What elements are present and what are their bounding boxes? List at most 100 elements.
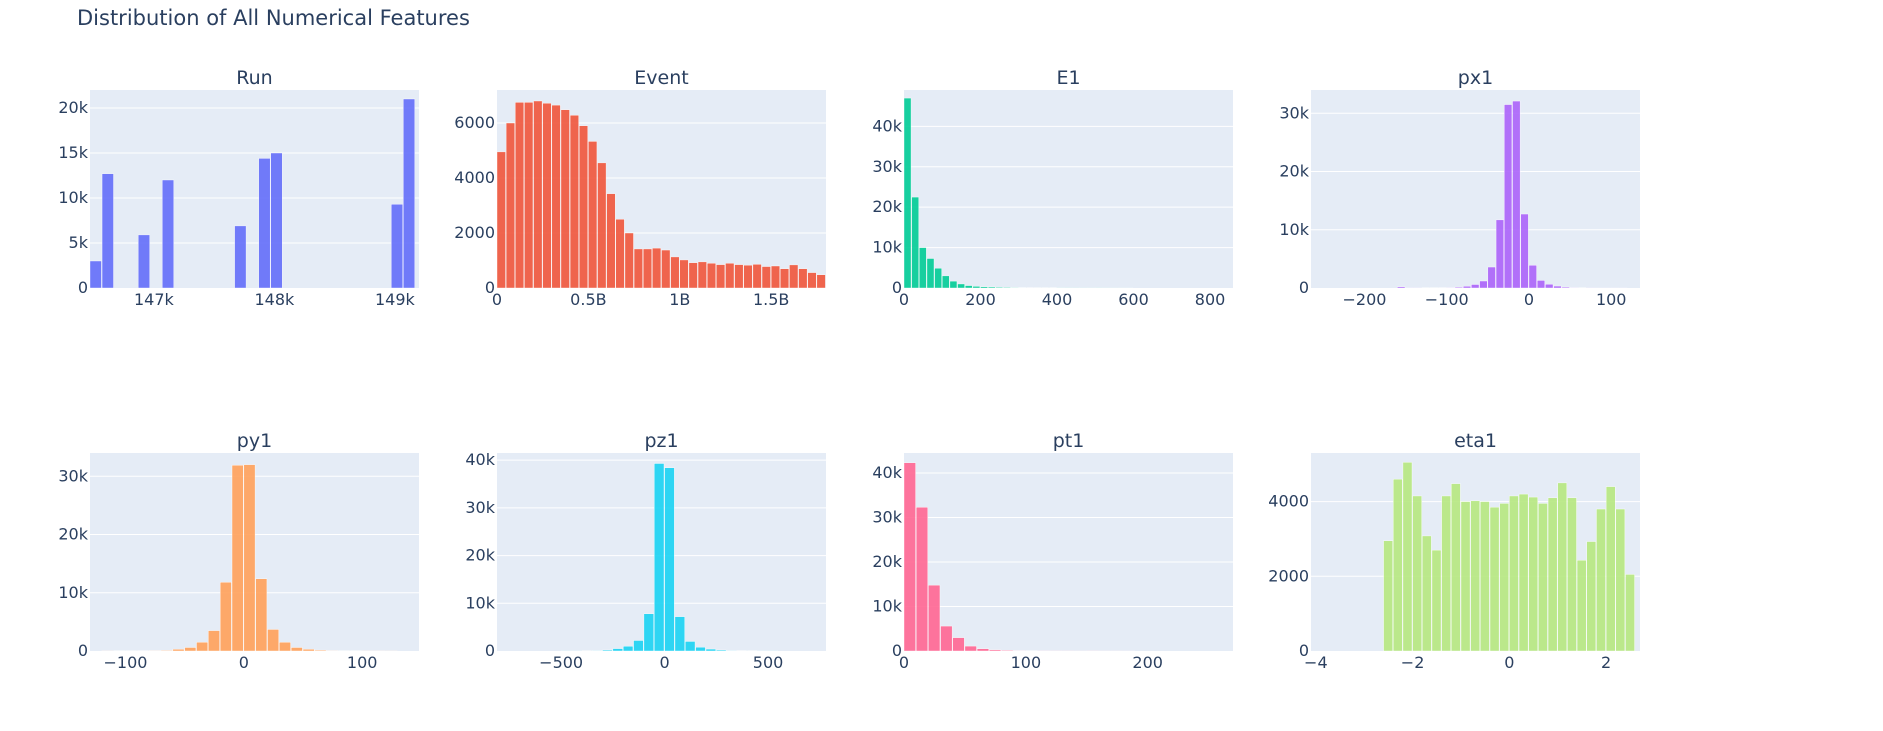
- histogram-bar: [697, 261, 707, 289]
- y-tick-label: 30k: [58, 466, 88, 485]
- y-tick-label: 10k: [872, 597, 902, 616]
- y-tick-label: 15k: [58, 143, 88, 162]
- x-tick-label: 0: [899, 653, 909, 672]
- histogram-bar: [965, 285, 973, 289]
- subplot-py1: py1 0 10k 20k 30k −100 0 100: [58, 430, 419, 672]
- x-tick-label: 147k: [134, 290, 175, 309]
- y-tick-label: 0: [892, 641, 902, 660]
- histogram-bar: [1605, 486, 1616, 652]
- histogram-bar: [1567, 497, 1577, 652]
- x-tick-label: 1B: [669, 290, 690, 309]
- x-tick-label: 0: [492, 290, 502, 309]
- histogram-bar: [798, 268, 808, 289]
- histogram-bar: [1528, 265, 1537, 289]
- histogram-bar: [1412, 495, 1422, 652]
- histogram-bar: [903, 462, 916, 652]
- y-tick-label: 10k: [58, 583, 88, 602]
- histogram-bar: [1480, 501, 1490, 652]
- x-tick-label: −100: [104, 653, 148, 672]
- figure-title: Distribution of All Numerical Features: [77, 6, 470, 30]
- histogram-bar: [1003, 287, 1011, 289]
- y-tick-label: 40k: [465, 450, 495, 469]
- subplot-event: Event 0 2000 4000 6000 0 0.5B 1B 1.5B: [454, 67, 826, 309]
- histogram-bar: [1576, 560, 1587, 652]
- histogram-bar: [290, 647, 303, 652]
- histogram-bar: [688, 262, 698, 289]
- histogram-bar: [89, 260, 102, 289]
- histogram-bar: [1489, 506, 1500, 652]
- histogram-bar: [989, 649, 1002, 652]
- subplot-run: Run 0 5k 10k 15k 20k 147k 148k 149k: [58, 67, 419, 309]
- histogram-bar: [231, 465, 244, 652]
- histogram-bar: [551, 104, 561, 289]
- histogram-bar: [934, 268, 942, 289]
- histogram-bar: [602, 649, 613, 652]
- histogram-bar: [1545, 284, 1554, 289]
- y-tick-label: 40k: [872, 116, 902, 135]
- histogram-bar: [957, 283, 965, 289]
- histogram-bar: [1495, 219, 1504, 289]
- histogram-bar: [964, 645, 977, 652]
- histogram-bar: [661, 249, 671, 289]
- y-tick-label: 0: [892, 278, 902, 297]
- histogram-bar: [1512, 100, 1521, 289]
- histogram-bar: [674, 616, 685, 652]
- y-tick-label: 2000: [454, 223, 495, 242]
- x-tick-label: −500: [539, 653, 583, 672]
- histogram-bar: [1479, 280, 1488, 289]
- y-tick-label: 4000: [454, 168, 495, 187]
- histogram-bar: [926, 258, 935, 289]
- histogram-bar: [911, 196, 919, 289]
- y-tick-label: 10k: [1279, 220, 1309, 239]
- histogram-bar: [816, 274, 826, 289]
- subplot-title: eta1: [1454, 430, 1497, 452]
- histogram-bar: [208, 630, 220, 652]
- histogram-bar: [606, 193, 616, 289]
- y-tick-label: 20k: [872, 197, 902, 216]
- subplot-title: pz1: [644, 430, 678, 452]
- histogram-bar: [770, 265, 780, 289]
- histogram-bar: [743, 264, 753, 289]
- x-tick-label: 1.5B: [753, 290, 789, 309]
- y-tick-label: 10k: [58, 188, 88, 207]
- histogram-bar: [903, 97, 912, 289]
- y-tick-label: 0: [78, 641, 88, 660]
- histogram-bar: [1460, 501, 1471, 652]
- histogram-bar: [716, 649, 727, 652]
- y-tick-label: 10k: [872, 238, 902, 257]
- subplot-pz1: pz1 0 10k 20k 30k 40k −500 0 500: [465, 430, 826, 672]
- y-tick-label: 20k: [58, 98, 88, 117]
- histogram-bar: [1451, 483, 1461, 652]
- y-tick-label: 6000: [454, 113, 495, 132]
- y-tick-label: 40k: [872, 463, 902, 482]
- x-tick-label: 0: [660, 653, 670, 672]
- y-tick-label: 20k: [872, 552, 902, 571]
- y-tick-label: 0: [1299, 278, 1309, 297]
- histogram-bar: [560, 109, 570, 289]
- histogram-bar: [196, 642, 208, 652]
- histogram-bar: [1462, 286, 1471, 289]
- histogram-bar: [1528, 496, 1538, 652]
- histogram-bar: [1625, 574, 1635, 652]
- y-tick-label: 0: [485, 641, 495, 660]
- histogram-bar: [980, 286, 988, 289]
- x-tick-label: 800: [1195, 290, 1226, 309]
- histogram-bar: [919, 247, 927, 289]
- x-tick-label: 200: [965, 290, 996, 309]
- histogram-bar: [1553, 285, 1562, 289]
- histogram-bar: [679, 259, 689, 289]
- plot-area: [904, 453, 1233, 651]
- histogram-bar: [243, 464, 256, 652]
- histogram-bar: [734, 264, 744, 289]
- histogram-bar: [987, 286, 996, 289]
- histogram-bar: [949, 280, 958, 289]
- histogram-bar: [267, 629, 279, 652]
- histogram-bar: [654, 463, 665, 652]
- y-tick-label: 0: [485, 278, 495, 297]
- histogram-bar: [664, 467, 675, 652]
- x-tick-label: 100: [347, 653, 378, 672]
- histogram-bar: [1441, 495, 1451, 652]
- histogram-bar: [940, 625, 953, 652]
- histogram-bar: [995, 286, 1004, 289]
- histogram-bar: [633, 248, 643, 289]
